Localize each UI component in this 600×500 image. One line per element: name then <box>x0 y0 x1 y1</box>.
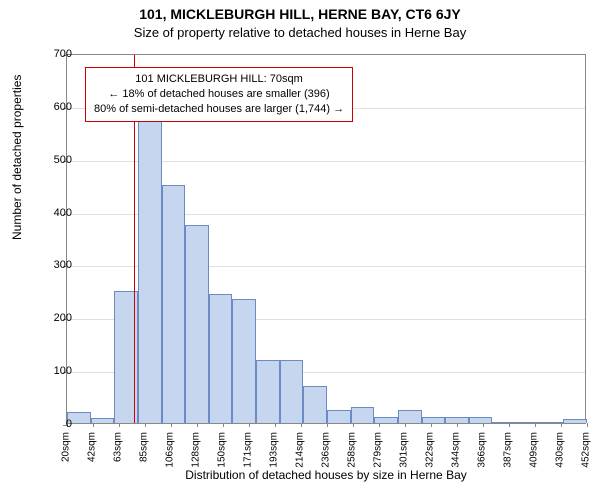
xtick-label: 106sqm <box>165 432 176 468</box>
xtick-label: 128sqm <box>191 432 202 468</box>
histogram-bar <box>351 407 375 423</box>
xtick-label: 150sqm <box>217 432 228 468</box>
xtick-mark <box>561 423 562 427</box>
ytick-label: 700 <box>32 48 72 60</box>
xtick-mark <box>431 423 432 427</box>
ytick-label: 400 <box>32 207 72 219</box>
xtick-mark <box>587 423 588 427</box>
xtick-mark <box>275 423 276 427</box>
annotation-line1: 101 MICKLEBURGH HILL: 70sqm <box>94 72 344 87</box>
plot-area: 101 MICKLEBURGH HILL: 70sqm← 18% of deta… <box>66 54 586 424</box>
xtick-label: 63sqm <box>113 432 124 462</box>
histogram-bar <box>209 294 233 424</box>
annotation-line3: 80% of semi-detached houses are larger (… <box>94 102 344 117</box>
ytick-label: 500 <box>32 154 72 166</box>
xtick-mark <box>145 423 146 427</box>
histogram-bar <box>327 410 351 423</box>
xtick-mark <box>405 423 406 427</box>
xtick-mark <box>197 423 198 427</box>
xtick-mark <box>119 423 120 427</box>
xtick-label: 344sqm <box>451 432 462 468</box>
histogram-bar <box>540 422 564 423</box>
xtick-label: 409sqm <box>529 432 540 468</box>
xtick-label: 387sqm <box>503 432 514 468</box>
x-axis-label: Distribution of detached houses by size … <box>66 468 586 482</box>
xtick-mark <box>301 423 302 427</box>
xtick-label: 85sqm <box>139 432 150 462</box>
xtick-label: 214sqm <box>295 432 306 468</box>
xtick-label: 193sqm <box>269 432 280 468</box>
xtick-label: 236sqm <box>321 432 332 468</box>
histogram-bar <box>256 360 280 423</box>
ytick-label: 0 <box>32 418 72 430</box>
chart-area: 101 MICKLEBURGH HILL: 70sqm← 18% of deta… <box>66 54 586 424</box>
xtick-mark <box>171 423 172 427</box>
histogram-bar <box>232 299 256 423</box>
annotation-line2: ← 18% of detached houses are smaller (39… <box>94 87 344 102</box>
xtick-mark <box>509 423 510 427</box>
ytick-label: 200 <box>32 312 72 324</box>
xtick-mark <box>249 423 250 427</box>
histogram-bar <box>469 417 493 423</box>
xtick-label: 279sqm <box>373 432 384 468</box>
xtick-mark <box>353 423 354 427</box>
xtick-label: 430sqm <box>555 432 566 468</box>
histogram-bar <box>374 417 398 423</box>
xtick-mark <box>457 423 458 427</box>
histogram-bar <box>516 422 540 423</box>
ytick-label: 600 <box>32 101 72 113</box>
xtick-label: 42sqm <box>87 432 98 462</box>
xtick-label: 20sqm <box>61 432 72 462</box>
histogram-bar <box>138 95 162 423</box>
chart-subtitle: Size of property relative to detached ho… <box>0 22 600 46</box>
xtick-label: 171sqm <box>243 432 254 468</box>
histogram-bar <box>185 225 209 423</box>
histogram-bar <box>280 360 304 423</box>
histogram-bar <box>91 418 115 423</box>
histogram-bar <box>492 422 516 423</box>
histogram-bar <box>563 419 587 423</box>
y-axis-label: Number of detached properties <box>10 75 24 240</box>
ytick-label: 300 <box>32 259 72 271</box>
xtick-mark <box>535 423 536 427</box>
xtick-label: 322sqm <box>425 432 436 468</box>
page-title: 101, MICKLEBURGH HILL, HERNE BAY, CT6 6J… <box>0 0 600 22</box>
xtick-label: 452sqm <box>581 432 592 468</box>
histogram-bar <box>162 185 186 423</box>
xtick-mark <box>223 423 224 427</box>
xtick-mark <box>93 423 94 427</box>
xtick-mark <box>379 423 380 427</box>
xtick-label: 301sqm <box>399 432 410 468</box>
histogram-bar <box>303 386 327 423</box>
ytick-label: 100 <box>32 365 72 377</box>
xtick-label: 366sqm <box>477 432 488 468</box>
histogram-bar <box>422 417 446 423</box>
xtick-mark <box>483 423 484 427</box>
annotation-box: 101 MICKLEBURGH HILL: 70sqm← 18% of deta… <box>85 67 353 122</box>
xtick-mark <box>327 423 328 427</box>
histogram-bar <box>398 410 422 423</box>
xtick-label: 258sqm <box>347 432 358 468</box>
